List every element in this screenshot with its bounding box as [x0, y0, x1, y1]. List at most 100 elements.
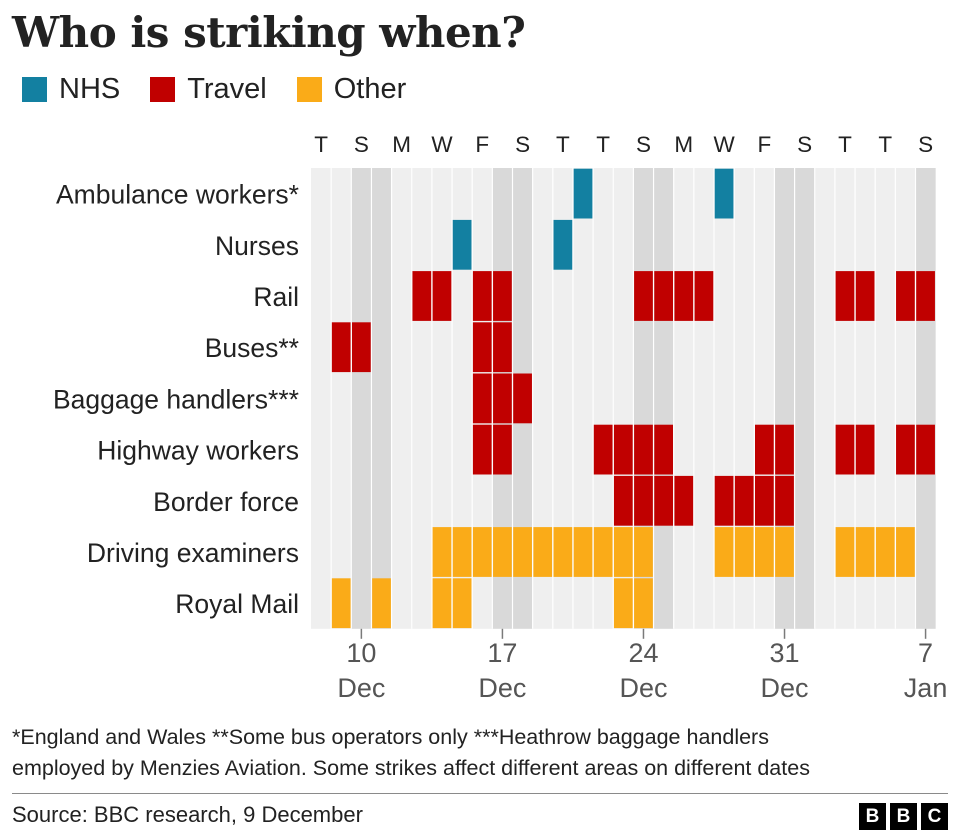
- strike-cell: [613, 578, 633, 629]
- day-of-week-label: W: [431, 132, 453, 157]
- weekday-column: [391, 168, 412, 629]
- strike-cell: [432, 527, 452, 577]
- strike-cell: [493, 424, 512, 475]
- strike-cell: [654, 271, 673, 321]
- bbc-logo-letter: C: [921, 803, 948, 830]
- strike-cell: [513, 373, 532, 424]
- day-of-week-label: M: [674, 132, 693, 157]
- legend-item-other: Other: [296, 72, 407, 106]
- legend-item-nhs: NHS: [22, 73, 120, 106]
- weekday-column: [875, 168, 896, 629]
- strike-cell: [634, 475, 653, 526]
- strike-cell: [513, 527, 532, 577]
- strike-cell: [896, 424, 915, 475]
- strike-cell: [714, 475, 734, 526]
- legend-item-travel: Travel: [150, 73, 267, 106]
- x-tick-day-label: 31: [770, 638, 800, 668]
- strike-cell: [452, 578, 472, 629]
- day-of-week-label: S: [636, 132, 651, 157]
- legend-swatch-other: [296, 76, 322, 102]
- weekday-column: [552, 168, 573, 629]
- strike-cell: [654, 424, 673, 475]
- strike-cell: [573, 168, 593, 219]
- weekday-column: [452, 168, 473, 629]
- strike-cell: [634, 271, 653, 321]
- weekday-column: [311, 168, 332, 629]
- x-tick-day-label: 24: [628, 638, 658, 668]
- day-of-week-label: S: [918, 132, 933, 157]
- row-label: Driving examiners: [87, 538, 299, 568]
- strike-cell: [593, 424, 613, 475]
- strike-cell: [896, 527, 915, 577]
- weekday-column: [593, 168, 614, 629]
- weekday-column: [532, 168, 553, 629]
- row-label: Royal Mail: [175, 589, 299, 619]
- day-of-week-label: M: [392, 132, 411, 157]
- strike-cell: [472, 271, 492, 321]
- row-label: Rail: [253, 282, 299, 312]
- strike-cell: [593, 527, 613, 577]
- row-label: Ambulance workers*: [56, 180, 299, 210]
- strike-cell: [432, 578, 452, 629]
- strike-cell: [896, 271, 915, 321]
- footnote-line-1: *England and Wales **Some bus operators …: [12, 725, 769, 749]
- strike-cell: [654, 475, 673, 526]
- weekend-column: [653, 168, 674, 629]
- bbc-logo: B B C: [855, 803, 948, 830]
- footnotes: *England and Wales **Some bus operators …: [12, 722, 810, 784]
- strike-cell: [755, 527, 774, 577]
- day-of-week-label: W: [713, 132, 735, 157]
- day-of-week-label: S: [797, 132, 812, 157]
- strike-cell: [472, 527, 492, 577]
- strike-cell: [734, 527, 754, 577]
- x-tick-day-label: 7: [918, 638, 933, 668]
- strike-cell: [553, 527, 573, 577]
- day-of-week-label: S: [515, 132, 530, 157]
- row-label: Highway workers: [97, 436, 299, 466]
- strike-cell: [613, 424, 633, 475]
- footnote-line-2: employed by Menzies Aviation. Some strik…: [12, 756, 810, 780]
- day-of-week-label: F: [758, 132, 772, 157]
- strike-cell: [855, 424, 875, 475]
- weekday-column: [673, 168, 694, 629]
- strike-cell: [775, 527, 794, 577]
- strike-cell: [533, 527, 553, 577]
- strike-cell: [331, 322, 351, 373]
- chart-title: Who is striking when?: [12, 8, 526, 57]
- strike-cell: [372, 578, 391, 629]
- strike-cell: [613, 475, 633, 526]
- source-text: Source: BBC research, 9 December: [12, 802, 363, 827]
- strike-cell: [835, 527, 855, 577]
- strike-cell: [634, 527, 653, 577]
- strike-cell: [493, 527, 512, 577]
- weekend-column: [915, 168, 936, 629]
- row-label: Baggage handlers***: [53, 384, 299, 414]
- strike-cell: [331, 578, 351, 629]
- strike-cell: [734, 475, 754, 526]
- strike-cell: [432, 271, 452, 321]
- strike-cell: [835, 424, 855, 475]
- strike-cell: [916, 424, 935, 475]
- strike-cell: [472, 373, 492, 424]
- strike-cell: [835, 271, 855, 321]
- strike-calendar-chart: Ambulance workers* Nurses Rail Buses** Bagga…: [53, 132, 947, 703]
- strike-cell: [775, 424, 794, 475]
- strike-cell: [755, 475, 774, 526]
- strike-cell: [714, 168, 734, 219]
- weekday-column: [572, 168, 594, 629]
- legend: NHS Travel Other: [22, 72, 436, 106]
- x-tick-month-label: Dec: [761, 673, 809, 703]
- strike-cell: [493, 322, 512, 373]
- weekend-column: [351, 168, 372, 629]
- strike-cell: [573, 527, 593, 577]
- legend-label-other: Other: [333, 72, 407, 105]
- strike-cell: [493, 271, 512, 321]
- strike-cell: [634, 578, 653, 629]
- x-tick-day-label: 17: [487, 638, 517, 668]
- strike-cell: [634, 424, 653, 475]
- bbc-logo-letter: B: [890, 803, 917, 830]
- strike-cell: [472, 424, 492, 475]
- strike-cell: [674, 475, 694, 526]
- legend-label-travel: Travel: [187, 72, 267, 105]
- strike-cell: [714, 527, 734, 577]
